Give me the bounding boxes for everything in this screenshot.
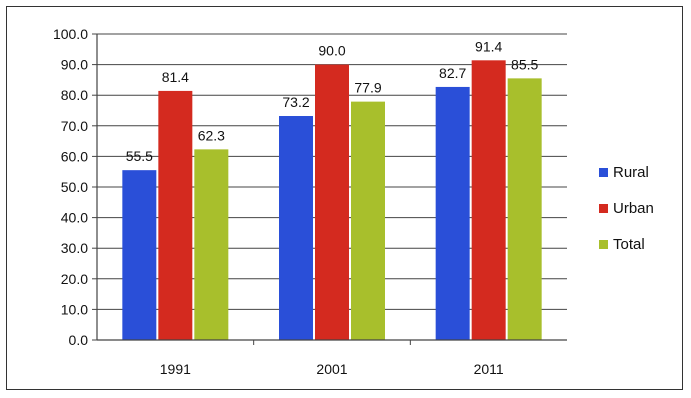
- data-label: 90.0: [318, 43, 345, 59]
- bar-urban: [158, 90, 193, 340]
- y-tick-label: 60.0: [61, 148, 88, 164]
- legend-swatch: [599, 204, 608, 213]
- legend-swatch: [599, 240, 608, 249]
- x-tick-label: 2011: [474, 361, 504, 377]
- bar-rural: [122, 170, 157, 340]
- y-tick-label: 100.0: [53, 26, 88, 42]
- y-tick-label: 50.0: [61, 179, 88, 195]
- data-label: 73.2: [282, 94, 309, 110]
- axes: 0.0 10.0 20.0 30.0 40.0 50.0 60.0 70.0 80.0 90.0 1…: [53, 26, 567, 377]
- y-tick-label: 0.0: [69, 332, 89, 348]
- data-label: 55.5: [126, 148, 153, 164]
- bars: [122, 60, 542, 341]
- x-tick-label: 1991: [160, 361, 191, 377]
- bar-chart: 0.0 10.0 20.0 30.0 40.0 50.0 60.0 70.0 80.0 90.0 1…: [53, 26, 654, 377]
- data-label: 85.5: [511, 56, 538, 72]
- data-label: 82.7: [439, 65, 466, 81]
- legend-label: Urban: [613, 200, 654, 217]
- bar-urban: [315, 64, 349, 340]
- legend: Rural Urban Total: [599, 164, 654, 253]
- bar-total: [507, 78, 542, 341]
- data-label: 62.3: [198, 127, 225, 143]
- data-label: 91.4: [475, 38, 502, 54]
- y-tick-label: 90.0: [61, 57, 88, 73]
- data-label: 81.4: [162, 69, 189, 85]
- y-tick-label: 30.0: [61, 240, 88, 256]
- y-tick-label: 40.0: [61, 210, 88, 226]
- bar-rural: [279, 116, 313, 341]
- y-tick-label: 10.0: [61, 301, 88, 317]
- legend-label: Rural: [613, 164, 649, 181]
- bar-total: [351, 101, 385, 340]
- y-tick-label: 20.0: [61, 271, 88, 287]
- bar-rural: [435, 86, 470, 340]
- legend-swatch: [599, 168, 608, 177]
- x-tick-label: 2001: [316, 361, 347, 377]
- y-tick-label: 80.0: [61, 87, 88, 103]
- bar-total: [194, 149, 229, 340]
- data-label: 77.9: [354, 80, 381, 96]
- legend-label: Total: [613, 236, 645, 253]
- data-labels: 55.5 81.4 62.3 73.2 90.0 77.9 82.7 91.4 85.5: [126, 38, 539, 164]
- y-tick-label: 70.0: [61, 118, 88, 134]
- bar-urban: [471, 60, 506, 340]
- chart-frame: 0.0 10.0 20.0 30.0 40.0 50.0 60.0 70.0 80.0 90.0 1…: [6, 6, 683, 390]
